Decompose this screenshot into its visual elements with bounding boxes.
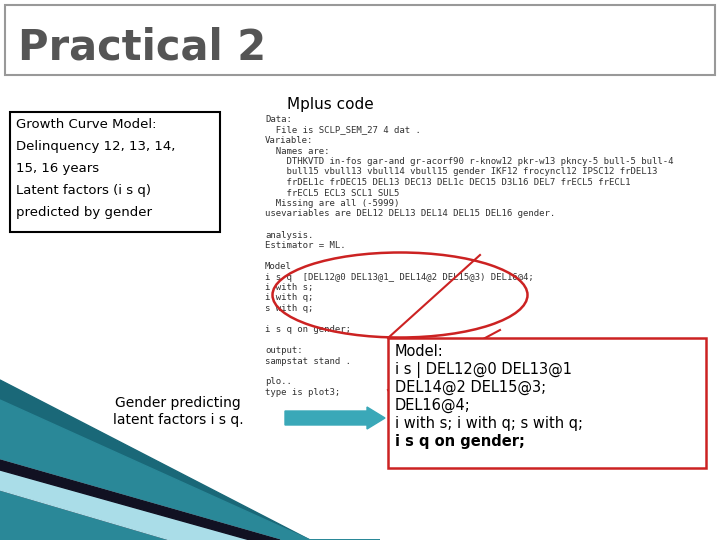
FancyBboxPatch shape: [5, 5, 715, 75]
Text: frDEL1c frDEC15 DEL13 DEC13 DEL1c DEC15 D3L16 DEL7 frECL5 frECL1: frDEL1c frDEC15 DEL13 DEC13 DEL1c DEC15 …: [265, 178, 631, 187]
Text: Latent factors (i s q): Latent factors (i s q): [16, 184, 151, 197]
Polygon shape: [0, 460, 280, 540]
Text: DTHKVTD in-fos gar-and gr-acorf90 r-know12 pkr-w13 pkncy-5 bull-5 bull-4: DTHKVTD in-fos gar-and gr-acorf90 r-know…: [265, 157, 673, 166]
Polygon shape: [0, 400, 380, 540]
Text: usevariables are DEL12 DEL13 DEL14 DEL15 DEL16 gender.: usevariables are DEL12 DEL13 DEL14 DEL15…: [265, 210, 555, 219]
Text: Gender predicting: Gender predicting: [115, 396, 241, 410]
Polygon shape: [0, 380, 310, 540]
Text: i with q;: i with q;: [265, 294, 313, 302]
Text: frECL5 ECL3 SCL1 SUL5: frECL5 ECL3 SCL1 SUL5: [265, 188, 400, 198]
FancyBboxPatch shape: [388, 338, 706, 468]
Text: output:: output:: [265, 346, 302, 355]
Text: Growth Curve Model:: Growth Curve Model:: [16, 118, 156, 131]
Polygon shape: [0, 460, 280, 540]
Polygon shape: [0, 480, 200, 540]
Text: Missing are all (-5999): Missing are all (-5999): [265, 199, 400, 208]
Text: 15, 16 years: 15, 16 years: [16, 162, 99, 175]
Text: predicted by gender: predicted by gender: [16, 206, 152, 219]
Text: i s q on gender;: i s q on gender;: [395, 434, 525, 449]
Text: type is plot3;: type is plot3;: [265, 388, 341, 397]
Text: i with s; i with q; s with q;: i with s; i with q; s with q;: [395, 416, 583, 431]
Text: analysis.: analysis.: [265, 231, 313, 240]
Text: Practical 2: Practical 2: [18, 27, 266, 69]
Text: i with s;: i with s;: [265, 283, 313, 292]
Text: DEL14@2 DEL15@3;: DEL14@2 DEL15@3;: [395, 380, 546, 395]
FancyArrow shape: [285, 407, 385, 429]
Text: Delinquency 12, 13, 14,: Delinquency 12, 13, 14,: [16, 140, 176, 153]
Text: s with q;: s with q;: [265, 304, 313, 313]
FancyBboxPatch shape: [10, 112, 220, 232]
Text: plo..: plo..: [265, 377, 292, 387]
Text: i s | DEL12@0 DEL13@1: i s | DEL12@0 DEL13@1: [395, 362, 572, 378]
Text: File is SCLP_SEM_27 4 dat .: File is SCLP_SEM_27 4 dat .: [265, 125, 421, 134]
Text: Model:: Model:: [395, 344, 444, 359]
Text: Estimator = ML.: Estimator = ML.: [265, 241, 346, 250]
Text: Names are:: Names are:: [265, 146, 330, 156]
Text: Variable:: Variable:: [265, 136, 313, 145]
Text: DEL16@4;: DEL16@4;: [395, 398, 471, 413]
Text: Data:: Data:: [265, 115, 292, 124]
Text: i s q  [DEL12@0 DEL13@1_ DEL14@2 DEL15@3) DEL16@4;: i s q [DEL12@0 DEL13@1_ DEL14@2 DEL15@3)…: [265, 273, 534, 281]
Text: latent factors i s q.: latent factors i s q.: [113, 413, 243, 427]
Text: Mplus code: Mplus code: [287, 97, 374, 112]
Text: bull15 vbull13 vbull14 vbull15 gender IKF12 frocyncl12 IPSC12 frDEL13: bull15 vbull13 vbull14 vbull15 gender IK…: [265, 167, 657, 177]
Text: i s q on gender;: i s q on gender;: [265, 325, 351, 334]
Text: sampstat stand .: sampstat stand .: [265, 356, 351, 366]
Text: Model: Model: [265, 262, 292, 271]
